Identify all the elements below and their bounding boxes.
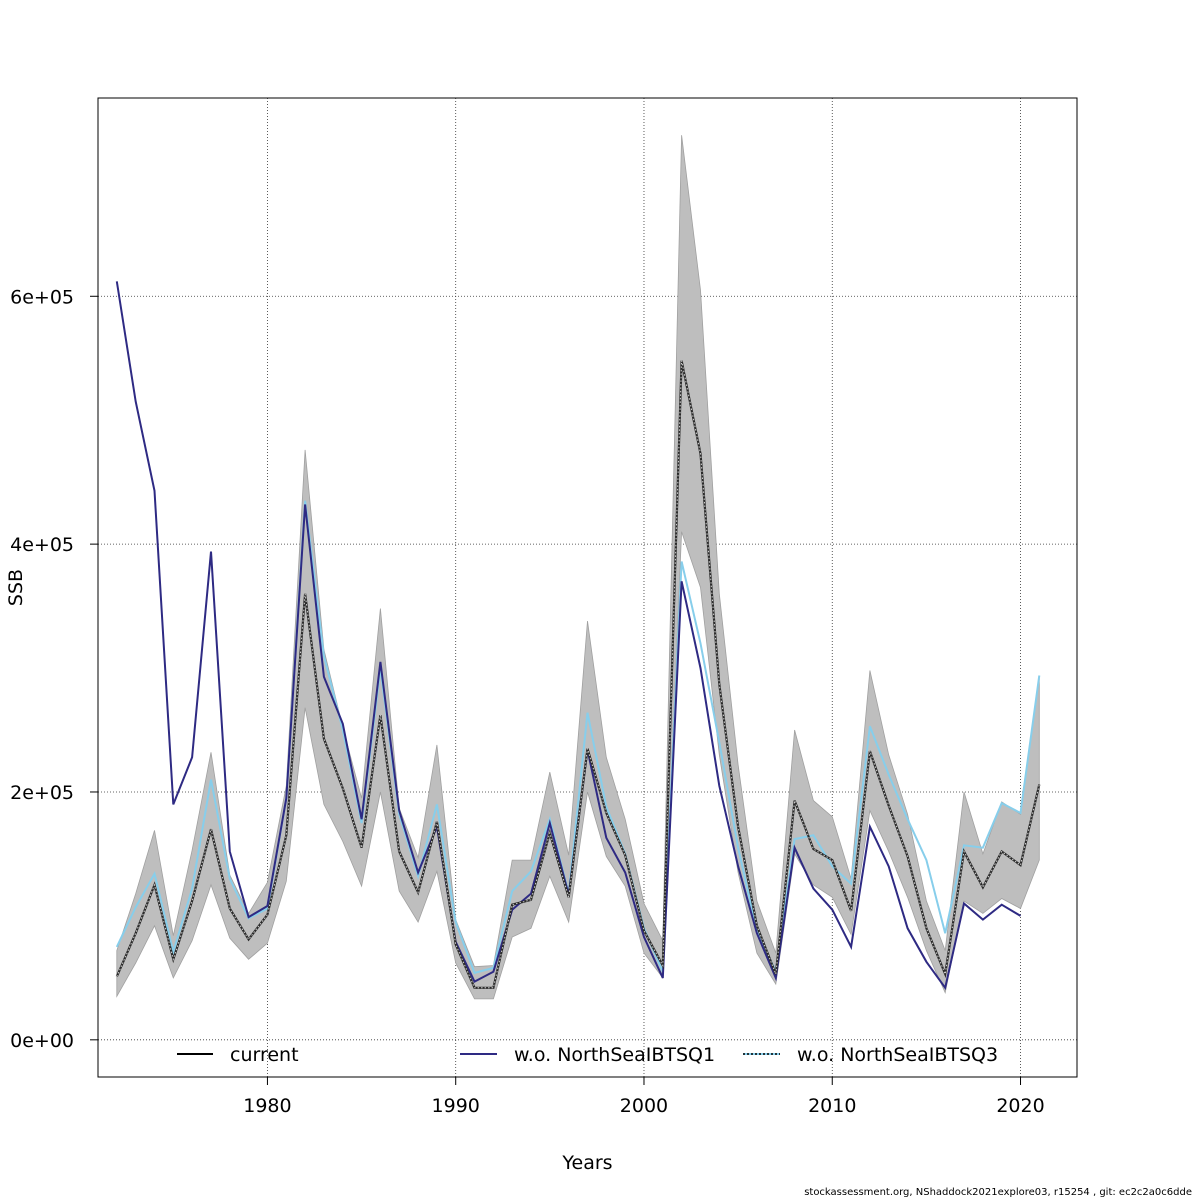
y-tick-label: 6e+05	[10, 286, 74, 308]
footer-note: stockassessment.org, NShaddock2021explor…	[804, 1187, 1192, 1198]
plot-frame	[97, 97, 1078, 1078]
legend-wo-northseaibtsq3-label: w.o. NorthSeaIBTSQ3	[797, 1044, 998, 1066]
x-tick-label: 1990	[432, 1095, 480, 1117]
y-tick-label: 0e+00	[10, 1030, 74, 1052]
y-tick-label: 4e+05	[10, 534, 74, 556]
x-tick-label: 2010	[808, 1095, 856, 1117]
confidence-band	[116, 135, 1040, 1000]
axes: 1980 1990 2000 2010 2020 0e+00 2e+05 4e+05 6e+05	[10, 97, 1078, 1117]
y-tick-label: 2e+05	[10, 782, 74, 804]
x-tick-label: 2000	[620, 1095, 668, 1117]
legend-wo-northseaibtsq1-label: w.o. NorthSeaIBTSQ1	[514, 1044, 715, 1066]
x-axis-label: Years	[561, 1152, 612, 1174]
series-line-current-dots	[116, 360, 1040, 989]
x-tick-label: 1980	[243, 1095, 291, 1117]
series-line-current	[115, 360, 1041, 989]
legend: current w.o. NorthSeaIBTSQ1 w.o. NorthSeaI…	[177, 1044, 998, 1066]
x-tick-label: 2020	[996, 1095, 1044, 1117]
series-lines	[115, 281, 1041, 991]
y-axis-label: SSB	[5, 569, 27, 606]
legend-current-label: current	[230, 1044, 299, 1066]
ci-band	[116, 135, 1040, 1000]
